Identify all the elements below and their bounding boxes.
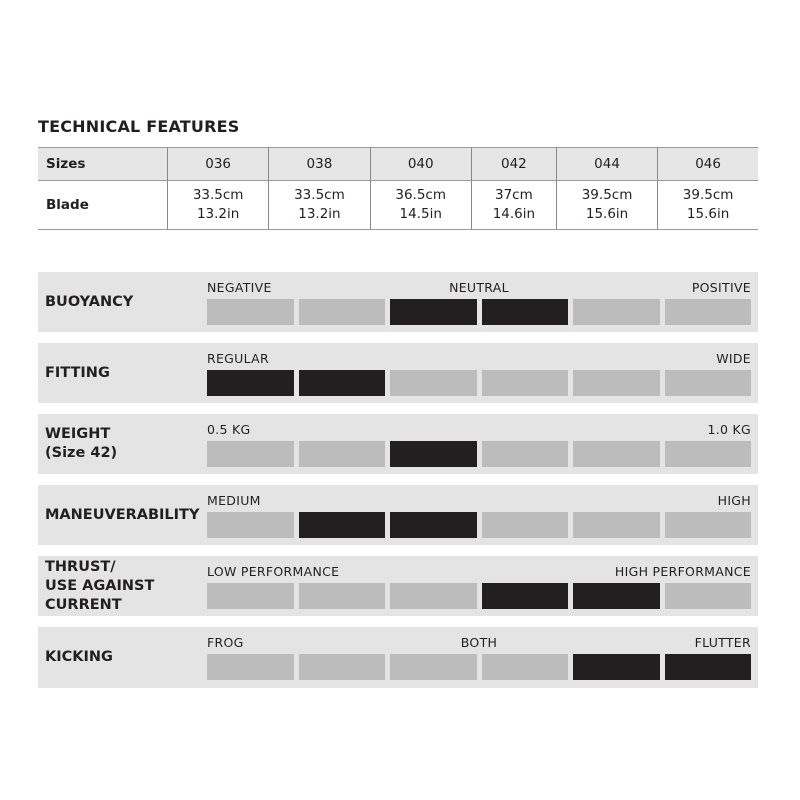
rating-segment-empty (573, 370, 660, 396)
sizes-label: Sizes (38, 147, 168, 181)
rating-segment-empty (207, 441, 294, 467)
feature-name: THRUST/ USE AGAINST CURRENT (45, 558, 155, 613)
scale-left-label: FROG (207, 635, 244, 650)
scale-center-label: NEUTRAL (449, 280, 509, 295)
blade-in: 14.6in (492, 206, 536, 222)
rating-segment-empty (481, 370, 568, 396)
size-cell: 038 (268, 147, 371, 181)
rating-segment-empty (664, 299, 751, 325)
rating-segment-empty (664, 370, 751, 396)
sizes-table: Sizes 036 038 040 042 044 046 Blade 33.5… (38, 147, 758, 230)
scale-left-label: LOW PERFORMANCE (207, 564, 340, 579)
rating-segment-filled (298, 370, 385, 396)
rating-segment-empty (573, 441, 660, 467)
blade-cm: 39.5cm (581, 187, 633, 203)
blade-cell: 36.5cm 14.5in (369, 180, 472, 230)
blade-cell: 39.5cm 15.6in (657, 180, 758, 230)
blade-cm: 37cm (494, 187, 533, 203)
size-cell: 044 (555, 147, 658, 181)
blade-cell: 39.5cm 15.6in (555, 180, 658, 230)
rating-segment-filled (390, 441, 477, 467)
scale-right-label: HIGH PERFORMANCE (614, 564, 751, 579)
blade-in: 14.5in (399, 206, 442, 222)
rating-segment-filled (298, 512, 385, 538)
feature-weight: WEIGHT (Size 42) 0.5 KG 1.0 KG (38, 414, 758, 474)
feature-buoyancy: BUOYANCY NEGATIVE NEUTRAL POSITIVE (38, 272, 758, 332)
blade-cm: 39.5cm (682, 187, 734, 203)
rating-segment-empty (390, 654, 477, 680)
blade-cell: 37cm 14.6in (470, 180, 557, 230)
rating-segment-filled (664, 654, 751, 680)
rating-segment-empty (664, 512, 751, 538)
rating-segment-empty (207, 654, 294, 680)
feature-kicking: KICKING FROG BOTH FLUTTER (38, 627, 758, 688)
blade-cell: 33.5cm 13.2in (166, 180, 269, 230)
blade-in: 13.2in (196, 206, 240, 222)
rating-segment-empty (207, 299, 294, 325)
blade-cm: 33.5cm (192, 187, 244, 203)
size-cell: 046 (657, 147, 758, 181)
rating-segment-empty (207, 583, 294, 609)
blade-in: 15.6in (585, 206, 629, 222)
rating-segment-empty (481, 441, 568, 467)
section-title: TECHNICAL FEATURES (38, 117, 240, 136)
scale-left-label: MEDIUM (207, 493, 261, 508)
rating-segment-filled (573, 583, 660, 609)
feature-name: FITTING (45, 364, 110, 381)
feature-fitting: FITTING REGULAR WIDE (38, 343, 758, 403)
feature-name: WEIGHT (Size 42) (45, 426, 118, 461)
rating-scale (207, 299, 751, 325)
feature-thrust: THRUST/ USE AGAINST CURRENT LOW PERFORMAN… (38, 556, 758, 616)
scale-right-label: HIGH (717, 493, 751, 508)
scale-left-label: REGULAR (207, 351, 270, 366)
scale-center-label: BOTH (460, 635, 498, 650)
feature-name: KICKING (45, 648, 113, 665)
rating-scale (207, 654, 751, 680)
scale-right-label: WIDE (716, 351, 751, 366)
rating-segment-empty (390, 370, 477, 396)
rating-segment-empty (207, 512, 294, 538)
rating-segment-filled (390, 512, 477, 538)
blade-cell: 33.5cm 13.2in (268, 180, 371, 230)
rating-scale (207, 370, 751, 396)
blade-row: Blade 33.5cm 13.2in 33.5cm 13.2in 36.5cm 14.5… (38, 180, 758, 230)
rating-segment-filled (481, 299, 568, 325)
rating-scale (207, 583, 751, 609)
rating-segment-filled (573, 654, 660, 680)
rating-segment-empty (298, 583, 385, 609)
rating-segment-filled (207, 370, 294, 396)
scale-right-label: POSITIVE (691, 280, 751, 295)
size-cell: 040 (369, 147, 472, 181)
size-cell: 042 (470, 147, 557, 181)
rating-segment-empty (298, 441, 385, 467)
feature-name: MANEUVERABILITY (45, 506, 200, 523)
rating-segment-empty (481, 512, 568, 538)
rating-segment-empty (573, 299, 660, 325)
feature-name: BUOYANCY (45, 293, 134, 310)
blade-cm: 36.5cm (395, 187, 447, 203)
blade-cm: 33.5cm (294, 187, 345, 203)
rating-segment-filled (390, 299, 477, 325)
scale-right-label: FLUTTER (694, 635, 751, 650)
rating-segment-empty (390, 583, 477, 609)
blade-in: 13.2in (298, 206, 341, 222)
rating-segment-empty (298, 654, 385, 680)
rating-segment-empty (573, 512, 660, 538)
blade-in: 15.6in (686, 206, 730, 222)
feature-maneuverability: MANEUVERABILITY MEDIUM HIGH (38, 485, 758, 545)
rating-scale (207, 441, 751, 467)
rating-scale (207, 512, 751, 538)
sizes-row: Sizes 036 038 040 042 044 046 (38, 147, 758, 181)
rating-segment-empty (298, 299, 385, 325)
scale-right-label: 1.0 KG (707, 422, 751, 437)
blade-label: Blade (38, 180, 168, 230)
rating-segment-empty (664, 441, 751, 467)
scale-left-label: 0.5 KG (207, 422, 251, 437)
rating-segment-empty (481, 654, 568, 680)
size-cell: 036 (166, 147, 269, 181)
rating-segment-filled (481, 583, 568, 609)
scale-left-label: NEGATIVE (207, 280, 272, 295)
rating-segment-empty (664, 583, 751, 609)
